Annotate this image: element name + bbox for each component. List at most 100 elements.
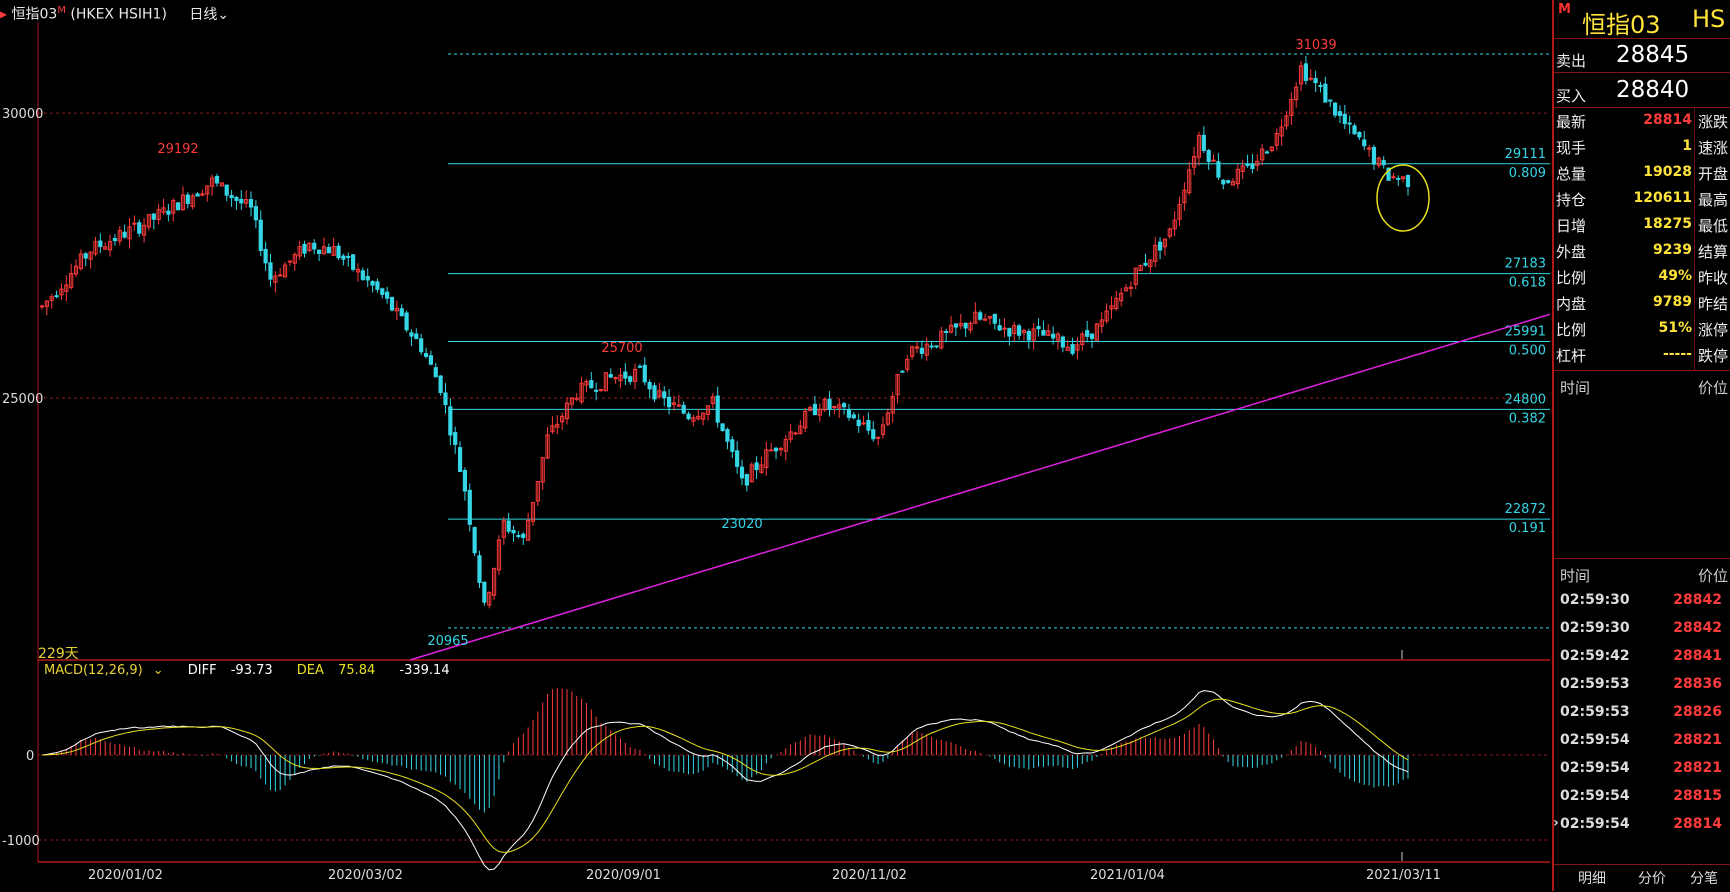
candle-body	[1396, 177, 1401, 180]
candle-body	[219, 182, 224, 187]
candle-body	[924, 343, 929, 356]
tick-row[interactable]: 02:59:54 28821	[1554, 726, 1730, 754]
tick-row[interactable]: 02:59:54 28821	[1554, 754, 1730, 782]
candle-body	[1012, 325, 1017, 334]
candle-body	[783, 439, 788, 452]
candle-body	[846, 409, 852, 418]
candle-body	[239, 198, 244, 204]
candle-body	[365, 276, 370, 281]
chevron-down-icon[interactable]: ⌄	[152, 663, 164, 678]
candle-body	[380, 288, 385, 295]
detail-tabs: 明细 分价 分笔	[1554, 864, 1730, 892]
candle-body	[312, 242, 317, 250]
candle-body	[1075, 344, 1080, 351]
candle-body	[778, 448, 784, 451]
candle-body	[1089, 333, 1095, 339]
candle-body	[735, 450, 740, 467]
candle-body	[176, 202, 181, 211]
candlestick-chart[interactable]: 30000 25000 29111 0.809 27183 0.618 25991 0.500…	[0, 0, 1552, 891]
tick-row[interactable]: 02:59:53 28836	[1554, 670, 1730, 698]
quote-value: 51%	[1658, 320, 1692, 336]
quote-row: 比例 49% 昨收	[1554, 264, 1730, 290]
candle-body	[394, 307, 399, 312]
candle-body	[360, 270, 365, 280]
x-label: 2020/11/02	[832, 868, 907, 883]
candle-body	[1269, 146, 1274, 152]
quote-symbol-code: HS	[1692, 5, 1726, 33]
candle-body	[268, 262, 273, 280]
candle-body	[1381, 160, 1386, 166]
candle-body	[132, 222, 137, 225]
tick-row[interactable]: › 02:59:54 28814	[1553, 810, 1730, 838]
candle-body	[1172, 219, 1177, 230]
diff-value: -93.73	[230, 663, 273, 678]
candle-body	[978, 312, 983, 320]
peak-annotation: 29192	[157, 142, 198, 157]
candle-body	[710, 396, 715, 404]
candle-body	[885, 412, 890, 425]
candle-body	[278, 274, 283, 277]
candle-body	[1119, 292, 1124, 302]
macd-legend[interactable]: MACD(12,26,9) ⌄ DIFF -93.73 DEA 75.84 -33…	[44, 663, 460, 678]
quote-label-2: 昨结	[1698, 295, 1729, 313]
candle-body	[419, 338, 424, 353]
candle-body	[837, 404, 842, 409]
candle-body	[598, 388, 604, 391]
candle-body	[1255, 160, 1260, 166]
tick-row[interactable]: 02:59:42 28841	[1554, 642, 1730, 670]
candle-body	[205, 185, 210, 195]
quote-value: 1	[1682, 138, 1692, 154]
chart-area[interactable]: 30000 25000 29111 0.809 27183 0.618 25991 0.500…	[0, 0, 1552, 891]
dea-line	[41, 698, 1409, 853]
tick-price: 28842	[1673, 592, 1722, 608]
candle-body	[195, 193, 200, 197]
tick-time: 02:59:53	[1560, 704, 1630, 720]
quote-label-2: 开盘	[1698, 165, 1729, 183]
candle-body	[1221, 179, 1226, 185]
candle-body	[443, 392, 448, 406]
tick-row[interactable]: 02:59:53 28826	[1554, 698, 1730, 726]
candle-body	[589, 380, 594, 389]
candle-body	[564, 402, 570, 420]
tick-row[interactable]: 02:59:30 28842	[1554, 586, 1730, 614]
candle-body	[594, 389, 599, 392]
candle-body	[1294, 86, 1299, 101]
candle-body	[103, 246, 108, 250]
dea-value: 75.84	[338, 663, 376, 678]
candle-body	[832, 406, 837, 409]
candle-body	[1245, 164, 1250, 167]
candle-body	[511, 529, 516, 534]
candle-body	[44, 300, 49, 307]
candle-body	[1318, 84, 1323, 87]
candle-body	[788, 431, 793, 440]
quote-label-2: 涨跌	[1698, 113, 1729, 131]
candle-body	[754, 462, 759, 471]
tick-time: 02:59:53	[1560, 676, 1630, 692]
candle-body	[919, 347, 924, 354]
macd-value: -339.14	[399, 663, 450, 678]
candle-body	[1128, 286, 1134, 289]
chevron-down-icon: ⌄	[217, 6, 230, 23]
quote-label: 杠杆	[1556, 347, 1587, 365]
candle-body	[282, 264, 288, 278]
tab-price[interactable]: 分价	[1638, 871, 1666, 887]
quote-label-2: 最低	[1698, 217, 1729, 235]
candle-body	[404, 312, 409, 331]
candle-body	[982, 318, 988, 321]
quote-title: M 恒指03 HS	[1554, 0, 1730, 39]
diff-line	[41, 690, 1409, 871]
tick-price: 28842	[1673, 620, 1722, 636]
candle-body	[686, 413, 691, 420]
tick-row[interactable]: 02:59:54 28815	[1554, 782, 1730, 810]
tick-row[interactable]: 02:59:30 28842	[1554, 614, 1730, 642]
candle-body	[1386, 167, 1391, 181]
sell-value: 28845	[1616, 42, 1690, 68]
tab-trades[interactable]: 分笔	[1690, 871, 1718, 887]
quote-label-2: 涨停	[1698, 321, 1729, 339]
candle-body	[487, 592, 492, 606]
period-selector[interactable]: 日线⌄	[189, 6, 230, 23]
tab-detail[interactable]: 明细	[1578, 871, 1606, 887]
candle-body	[1162, 238, 1168, 248]
candle-body	[185, 194, 190, 204]
candle-body	[1187, 169, 1192, 194]
